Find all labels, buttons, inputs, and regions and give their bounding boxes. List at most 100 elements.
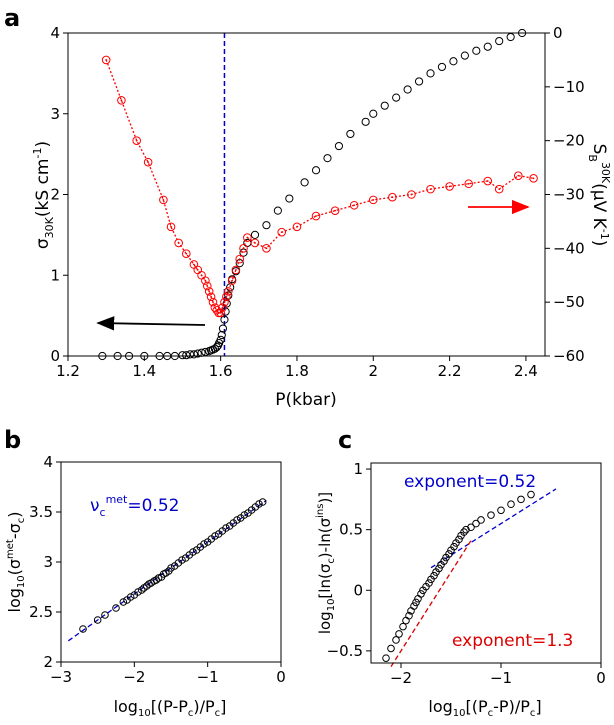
- panel-b-y-ticks: 2 2.5 3 3.5 4: [29, 453, 61, 671]
- thermopower-point: [204, 287, 214, 296]
- panel-b-x-ticks: −3 −2 −1 0: [50, 662, 286, 686]
- thermopower-point: [407, 190, 416, 199]
- y-tick-label-right: −10: [553, 78, 585, 96]
- panel-a-dots: [98, 28, 538, 361]
- panel-b-point: [167, 564, 175, 572]
- thermopower-point-center: [196, 268, 199, 271]
- panel-c-point: [507, 500, 515, 509]
- y-tick-label-right: −30: [553, 186, 585, 204]
- thermopower-point: [206, 292, 216, 302]
- thermopower-point-center: [254, 242, 256, 244]
- thermopower-point-center: [185, 252, 188, 255]
- x-tick-label: 0: [276, 668, 286, 686]
- thermopower-point: [143, 157, 153, 167]
- panel-b-point: [119, 598, 128, 606]
- thermopower-point: [311, 211, 321, 221]
- conductivity-point: [218, 324, 228, 333]
- panel-b-point: [137, 586, 146, 594]
- y-tick-label: 3.5: [29, 503, 53, 521]
- thermopower-point-center: [135, 139, 138, 142]
- thermopower-point-center: [391, 196, 394, 199]
- thermopower-point: [250, 238, 260, 248]
- thermopower-point-center: [353, 204, 356, 207]
- conductivity-point: [414, 77, 424, 86]
- y-tick-label: 2: [43, 653, 53, 671]
- panel-c-x-ticks: −2 −1 0: [390, 663, 606, 687]
- panel-a-x-axis-label: P(kbar): [275, 390, 337, 410]
- panel-c-point: [477, 516, 485, 524]
- thermopower-point: [218, 303, 227, 312]
- conductivity-point: [186, 350, 195, 359]
- thermopower-point-center: [177, 242, 180, 244]
- panel-label-a: a: [4, 4, 20, 32]
- panel-b-y-axis-label: log10(σmet-σc): [5, 511, 27, 612]
- conductivity-point: [449, 57, 458, 66]
- panel-c-point: [472, 519, 480, 528]
- thermopower-point: [262, 244, 271, 253]
- thermopower-point: [368, 195, 378, 205]
- thermopower-point-center: [246, 236, 249, 239]
- thermopower-point-center: [372, 198, 375, 201]
- thermopower-point-center: [315, 215, 317, 217]
- thermopower-point-center: [215, 309, 218, 312]
- panel-b-frame: [60, 461, 282, 663]
- y-tick-label-right: −50: [553, 293, 585, 311]
- thermopower-point: [513, 171, 523, 180]
- panel-c-point: [405, 611, 413, 620]
- thermopower-point-center: [170, 225, 172, 228]
- thermopower-point-center: [214, 306, 216, 309]
- thermopower-point-center: [193, 263, 195, 266]
- panel-c-y-axis-label: log10[ln(σc)-ln(σins)]: [315, 492, 337, 634]
- panel-c-point: [455, 535, 463, 544]
- thermopower-point-center: [238, 258, 241, 260]
- thermopower-point: [292, 222, 302, 232]
- thermopower-point: [216, 308, 225, 318]
- y-tick-label: 2.5: [29, 603, 53, 621]
- thermopower-point: [445, 182, 454, 191]
- thermopower-point-center: [162, 198, 165, 201]
- panel-a: a 1.2 1.4 1.6 1.8 2 2.2 2.4 0 1 2 3 4 −60 −50 −40 −30…: [4, 4, 612, 410]
- panel-b-point: [258, 498, 267, 506]
- panel-c-point: [402, 616, 410, 625]
- thermopower-point: [166, 222, 176, 232]
- thermopower-point-center: [410, 193, 413, 196]
- panel-c-x-axis-label: log10[(Pc-P)/Pc]: [428, 697, 541, 719]
- conductivity-point: [250, 230, 260, 239]
- thermopower-point-center: [467, 182, 470, 185]
- thermopower-point: [174, 238, 183, 248]
- thermopower-point-center: [231, 279, 233, 282]
- conductivity-point: [193, 349, 202, 358]
- thermopower-point-center: [208, 290, 211, 293]
- y-tick-label: 0.5: [339, 521, 363, 539]
- conductivity-point: [403, 85, 412, 94]
- thermopower-point: [208, 297, 218, 307]
- x-tick-label: 2.4: [514, 362, 538, 380]
- thermopower-point: [388, 192, 397, 202]
- thermopower-point: [132, 136, 141, 145]
- panel-b-point: [189, 548, 197, 556]
- thermopower-point-center: [120, 99, 123, 102]
- panel-a-frame: [67, 32, 546, 357]
- panel-c-fit-line-1: [390, 540, 472, 667]
- y-tick-label: 3: [50, 105, 60, 123]
- x-tick-label: 2.2: [438, 362, 462, 380]
- panel-b: b −3 −2 −1 0 2 2.5 3 3.5 4 νcmet=0.52 log10[(P-…: [4, 426, 286, 719]
- panel-c-point: [412, 598, 420, 607]
- y-tick-label: 4: [50, 24, 60, 42]
- conductivity-point: [220, 315, 229, 324]
- x-tick-label: 1.6: [209, 362, 233, 380]
- panel-c-point: [487, 511, 495, 519]
- x-tick-label: 2: [369, 362, 379, 380]
- conductivity-point: [182, 351, 191, 360]
- thermopower-point-center: [206, 285, 209, 287]
- panel-a-y-ticks-right: −60 −50 −40 −30 −20 −10 0: [545, 24, 585, 365]
- thermopower-point-center: [212, 301, 214, 304]
- y-tick-label-right: −20: [553, 132, 585, 150]
- conductivity-point: [483, 42, 492, 51]
- thermopower-point: [483, 176, 493, 186]
- conductivity-point: [472, 46, 481, 55]
- thermopower-point-center: [265, 247, 268, 250]
- thermopower-point: [101, 55, 111, 65]
- conductivity-point: [426, 69, 435, 78]
- panel-c-point: [497, 506, 505, 515]
